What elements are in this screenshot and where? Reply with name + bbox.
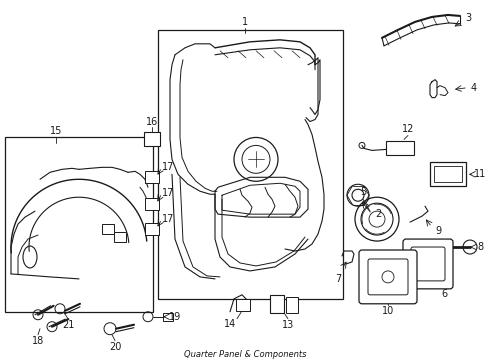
Text: 14: 14 (224, 319, 236, 329)
Text: 11: 11 (474, 169, 486, 179)
Bar (144, 132, 160, 147)
Text: 20: 20 (109, 342, 121, 352)
Text: 15: 15 (50, 126, 62, 136)
FancyBboxPatch shape (411, 247, 445, 281)
Text: 3: 3 (465, 13, 471, 23)
Bar (145, 198, 159, 210)
Bar (386, 141, 414, 156)
Bar (453, 171, 459, 177)
Bar (430, 162, 466, 186)
Text: 5: 5 (360, 187, 366, 197)
Bar (114, 232, 126, 242)
Bar (270, 295, 284, 313)
Bar (445, 171, 451, 177)
Text: 13: 13 (282, 320, 294, 330)
Text: 16: 16 (146, 117, 158, 126)
Text: 1: 1 (242, 17, 248, 27)
Text: 17: 17 (162, 214, 174, 224)
Text: 17: 17 (162, 188, 174, 198)
Bar (434, 166, 462, 182)
Bar (163, 313, 173, 321)
Text: 9: 9 (435, 226, 441, 236)
Bar (286, 297, 298, 313)
Text: 7: 7 (335, 274, 341, 284)
Text: 6: 6 (441, 289, 447, 299)
Bar (158, 30, 343, 299)
Bar (145, 223, 159, 235)
Bar (145, 171, 159, 183)
Text: 2: 2 (375, 209, 381, 219)
FancyBboxPatch shape (359, 250, 417, 304)
Text: 18: 18 (32, 336, 44, 346)
Text: 19: 19 (169, 312, 181, 322)
Text: 21: 21 (62, 320, 74, 330)
Text: 12: 12 (402, 125, 414, 135)
FancyBboxPatch shape (403, 239, 453, 289)
Text: 17: 17 (162, 162, 174, 172)
Bar (236, 299, 250, 311)
Text: 8: 8 (477, 242, 483, 252)
Text: 10: 10 (382, 306, 394, 316)
Text: 4: 4 (471, 83, 477, 93)
Bar (437, 171, 443, 177)
Text: Quarter Panel & Components: Quarter Panel & Components (184, 350, 306, 359)
Bar (102, 224, 114, 234)
FancyBboxPatch shape (368, 259, 408, 295)
Bar (5, 138, 153, 312)
